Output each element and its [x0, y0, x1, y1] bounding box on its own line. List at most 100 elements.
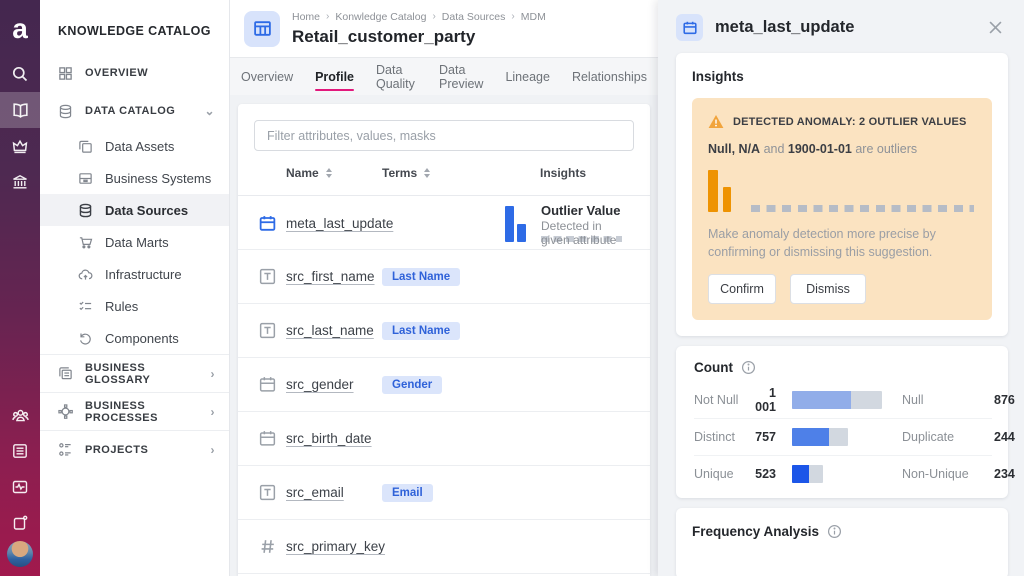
tab-profile[interactable]: Profile	[304, 58, 365, 95]
chevron-right-icon: ›	[326, 11, 330, 22]
column-header-name[interactable]: Name	[286, 166, 382, 180]
confirm-button[interactable]: Confirm	[708, 274, 776, 305]
attribute-link[interactable]: src_birth_date	[286, 431, 372, 446]
stat-value: 1 001	[755, 385, 776, 414]
chevron-right-icon[interactable]: ›	[210, 404, 215, 419]
attributes-card: Name Terms Insights meta_last_update	[238, 104, 650, 576]
list-icon[interactable]	[0, 433, 40, 469]
team-icon[interactable]	[0, 397, 40, 433]
device-icon[interactable]	[0, 505, 40, 541]
calendar-icon	[258, 375, 286, 394]
table-row[interactable]: src_last_name Last Name	[238, 304, 650, 358]
attribute-link[interactable]: src_email	[286, 485, 344, 500]
sidebar-item-label: BUSINESS GLOSSARY	[85, 361, 151, 386]
term-pill[interactable]: Last Name	[382, 322, 461, 340]
chevron-right-icon[interactable]: ›	[210, 442, 215, 457]
calendar-icon	[258, 214, 286, 233]
text-icon	[258, 483, 286, 502]
chevron-down-icon[interactable]: ⌄	[204, 104, 215, 118]
breadcrumb-knowledge-catalog[interactable]: Konwledge Catalog	[335, 10, 427, 23]
page-title: Retail_customer_party	[292, 26, 476, 46]
tab-overview[interactable]: Overview	[241, 69, 294, 84]
tab-relationships[interactable]: Relationships	[571, 69, 647, 84]
governance-bank-icon[interactable]	[0, 164, 40, 200]
anomaly-actions: Confirm Dismiss	[708, 274, 976, 305]
catalog-book-icon[interactable]	[0, 92, 40, 128]
table-row[interactable]: src_birth_date	[238, 412, 650, 466]
sidebar-item-data-sources[interactable]: Data Sources	[40, 194, 229, 226]
stat-value: 523	[755, 467, 776, 482]
user-avatar[interactable]	[7, 541, 33, 567]
close-icon[interactable]	[983, 17, 1008, 38]
term-pill[interactable]: Email	[382, 484, 433, 502]
table-row[interactable]: src_email Email	[238, 466, 650, 520]
table-row[interactable]: src_gender Gender	[238, 358, 650, 412]
search-icon[interactable]	[0, 56, 40, 92]
insight-title: Outlier Value	[541, 203, 621, 218]
breadcrumb: Home › Konwledge Catalog › Data Sources › M…	[292, 11, 546, 23]
column-header-terms[interactable]: Terms	[382, 166, 505, 180]
count-row-distinct: Distinct 757 Duplicate 244	[694, 418, 1015, 455]
sidebar-item-data-assets[interactable]: Data Assets	[40, 130, 229, 162]
attribute-link[interactable]: src_last_name	[286, 323, 374, 338]
table-row[interactable]: src_first_name Last Name	[238, 250, 650, 304]
table-header: Name Terms Insights	[238, 151, 650, 196]
term-pill[interactable]: Last Name	[382, 268, 461, 286]
sidebar-item-overview[interactable]: OVERVIEW	[40, 54, 229, 92]
table-row[interactable]: src_primary_key	[238, 520, 650, 574]
sidebar-item-business-systems[interactable]: Business Systems	[40, 162, 229, 194]
outlier-distribution-chart	[708, 169, 976, 212]
sidebar-item-projects[interactable]: PROJECTS ›	[40, 430, 229, 468]
breadcrumb-data-sources[interactable]: Data Sources	[441, 10, 506, 23]
sidebar-item-components[interactable]: Components	[40, 322, 229, 354]
breadcrumb-home[interactable]: Home	[292, 10, 321, 23]
app-logo[interactable]: a	[12, 13, 28, 44]
sidebar-item-business-glossary[interactable]: BUSINESS GLOSSARY ›	[40, 354, 229, 392]
projects-icon	[58, 442, 73, 457]
sidebar-title: KNOWLEDGE CATALOG	[58, 24, 211, 38]
stat-label: Null	[902, 392, 924, 407]
detail-panel: meta_last_update Insights DETECTED ANOMA…	[658, 0, 1024, 576]
count-card-title: Count	[694, 360, 733, 376]
tab-data-quality[interactable]: Data Quality	[376, 62, 415, 91]
stat-bar	[792, 465, 823, 484]
sort-icon[interactable]	[424, 168, 431, 178]
tab-lineage[interactable]: Lineage	[505, 69, 550, 84]
sidebar-item-data-marts[interactable]: Data Marts	[40, 226, 229, 258]
attribute-link[interactable]: src_gender	[286, 377, 354, 392]
sidebar-item-label: OVERVIEW	[85, 67, 149, 79]
distribution-dashes	[751, 205, 974, 212]
stat-value: 876	[994, 392, 1015, 407]
crown-icon[interactable]	[0, 128, 40, 164]
outlier-values-1: Null, N/A	[708, 142, 761, 156]
monitoring-icon[interactable]	[0, 469, 40, 505]
pages-icon	[78, 139, 93, 154]
sidebar-item-label: Components	[105, 330, 179, 346]
sidebar-item-business-processes[interactable]: BUSINESS PROCESSES ›	[40, 392, 229, 430]
sidebar-item-label: Rules	[105, 298, 139, 314]
attribute-link[interactable]: src_primary_key	[286, 539, 386, 554]
sidebar-item-rules[interactable]: Rules	[40, 290, 229, 322]
info-icon[interactable]	[827, 524, 842, 539]
breadcrumb-mdm[interactable]: MDM	[520, 10, 546, 23]
outlier-summary: Null, N/A and 1900-01-01 are outliers	[708, 142, 918, 156]
sidebar-item-infrastructure[interactable]: Infrastructure	[40, 258, 229, 290]
attribute-link[interactable]: meta_last_update	[286, 215, 394, 231]
info-icon[interactable]	[741, 360, 756, 375]
filter-input[interactable]	[254, 120, 634, 151]
chevron-right-icon[interactable]: ›	[210, 366, 215, 381]
cloud-upload-icon	[78, 267, 93, 282]
table-row[interactable]: meta_last_update Outlier Value Detected …	[238, 196, 650, 250]
dismiss-button[interactable]: Dismiss	[790, 274, 866, 305]
sort-icon[interactable]	[325, 168, 332, 178]
warning-triangle-icon	[708, 114, 724, 129]
sidebar-item-label: PROJECTS	[85, 443, 149, 456]
column-header-insights: Insights	[540, 166, 587, 180]
term-pill[interactable]: Gender	[382, 376, 443, 394]
stat-value: 234	[994, 467, 1015, 482]
cart-icon	[78, 235, 93, 250]
tab-data-preview[interactable]: Data Preview	[439, 62, 484, 91]
outlier-values-2: 1900-01-01	[787, 142, 852, 156]
attribute-link[interactable]: src_first_name	[286, 269, 375, 284]
sidebar-item-data-catalog[interactable]: DATA CATALOG ⌄	[40, 92, 229, 130]
